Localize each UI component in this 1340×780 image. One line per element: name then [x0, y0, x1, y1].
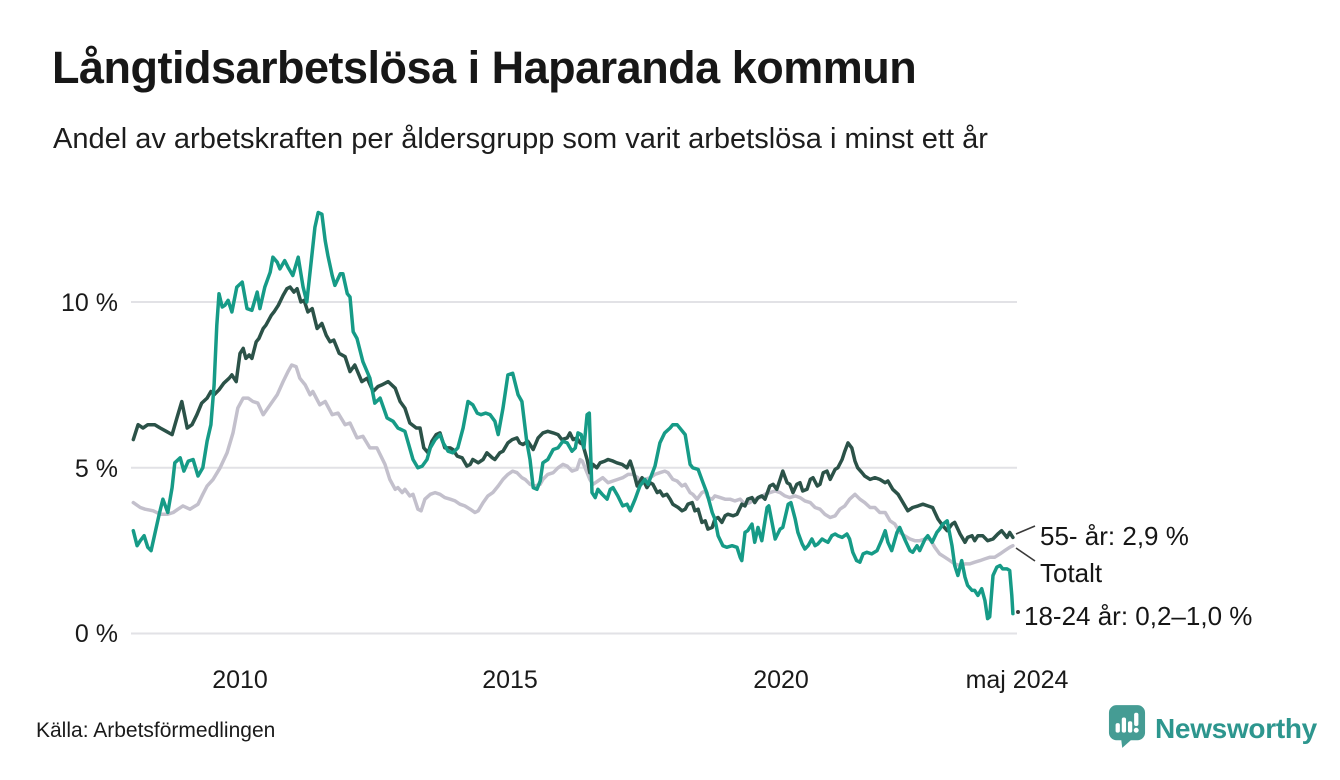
x-tick-2015: 2015 — [482, 666, 538, 694]
y-tick-0: 0 % — [75, 620, 118, 648]
series-line-55-r — [131, 285, 1015, 545]
x-tick-maj-2024: maj 2024 — [966, 666, 1069, 694]
source-note: Källa: Arbetsförmedlingen — [36, 719, 276, 742]
newsworthy-icon — [1108, 704, 1146, 753]
y-axis-ticks: 10 % 5 % 0 % — [61, 289, 118, 648]
newsworthy-logo: Newsworthy — [1108, 704, 1317, 753]
series-lines — [131, 210, 1015, 621]
y-tick-10: 10 % — [61, 289, 118, 317]
x-tick-2020: 2020 — [753, 666, 809, 694]
series-label-55: 55- år: 2,9 % — [1040, 521, 1189, 551]
series-line-totalt — [131, 363, 1015, 568]
gridlines — [131, 301, 1017, 635]
x-tick-2010: 2010 — [212, 666, 268, 694]
series-line-18-24-r — [131, 210, 1015, 621]
x-axis-ticks: 2010 2015 2020 maj 2024 — [212, 666, 1068, 694]
page-subtitle: Andel av arbetskraften per åldersgrupp s… — [53, 123, 988, 155]
y-tick-5: 5 % — [75, 455, 118, 483]
page-title: Långtidsarbetslösa i Haparanda kommun — [52, 42, 917, 93]
series-label-totalt: Totalt — [1040, 558, 1103, 588]
newsworthy-wordmark: Newsworthy — [1155, 712, 1317, 744]
series-label-18-24: 18-24 år: 0,2–1,0 % — [1024, 601, 1253, 631]
